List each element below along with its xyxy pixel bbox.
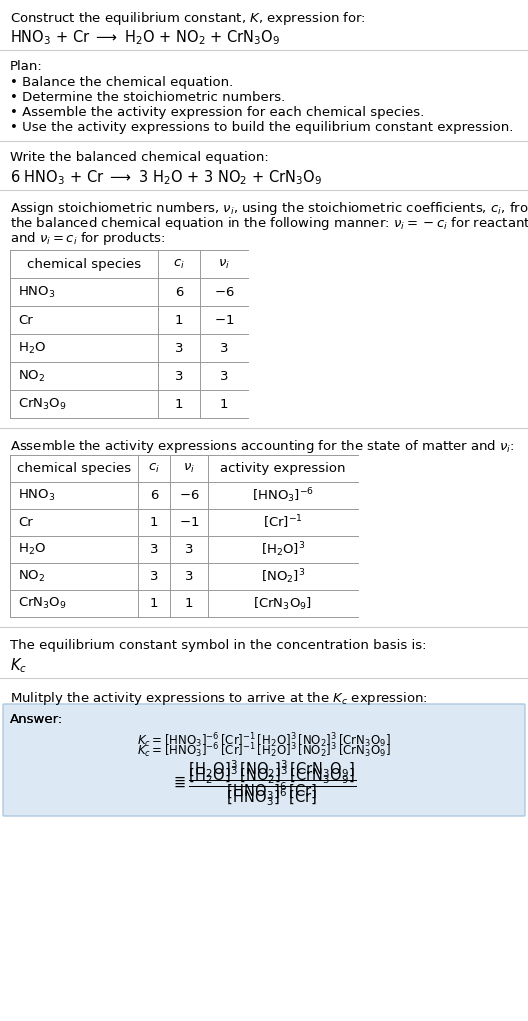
Text: $[\mathrm{H_2O}]^3$: $[\mathrm{H_2O}]^3$ xyxy=(261,540,305,558)
Text: $c_i$: $c_i$ xyxy=(173,257,185,271)
Text: • Balance the chemical equation.: • Balance the chemical equation. xyxy=(10,76,233,89)
Text: CrN$_3$O$_9$: CrN$_3$O$_9$ xyxy=(18,396,67,411)
Text: $c_i$: $c_i$ xyxy=(148,461,160,475)
Text: Cr: Cr xyxy=(18,516,33,529)
Text: H$_2$O: H$_2$O xyxy=(18,542,46,557)
Text: NO$_2$: NO$_2$ xyxy=(18,569,45,584)
Text: Plan:: Plan: xyxy=(10,60,43,72)
Text: HNO$_3$: HNO$_3$ xyxy=(18,488,55,503)
Text: and $\nu_i = c_i$ for products:: and $\nu_i = c_i$ for products: xyxy=(10,230,166,247)
Text: CrN$_3$O$_9$: CrN$_3$O$_9$ xyxy=(18,596,67,611)
Text: $= \dfrac{[\mathrm{H_2O}]^3\,[\mathrm{NO_2}]^3\,[\mathrm{CrN_3O_9}]}{[\mathrm{HN: $= \dfrac{[\mathrm{H_2O}]^3\,[\mathrm{NO… xyxy=(172,765,356,809)
Text: 3: 3 xyxy=(175,341,183,354)
Text: 3: 3 xyxy=(150,543,158,556)
Text: Cr: Cr xyxy=(18,313,33,327)
Text: HNO$_3$ + Cr $\longrightarrow$ H$_2$O + NO$_2$ + CrN$_3$O$_9$: HNO$_3$ + Cr $\longrightarrow$ H$_2$O + … xyxy=(10,28,280,47)
Text: $\nu_i$: $\nu_i$ xyxy=(183,461,195,475)
Text: 1: 1 xyxy=(175,397,183,410)
Text: $[\mathrm{NO_2}]^3$: $[\mathrm{NO_2}]^3$ xyxy=(261,567,305,586)
Text: chemical species: chemical species xyxy=(27,257,141,271)
Text: 3: 3 xyxy=(220,341,228,354)
Text: $[\mathrm{CrN_3O_9}]$: $[\mathrm{CrN_3O_9}]$ xyxy=(253,595,313,612)
Text: 1: 1 xyxy=(185,597,193,610)
Text: 6: 6 xyxy=(175,286,183,298)
Text: 3: 3 xyxy=(220,370,228,383)
Text: H$_2$O: H$_2$O xyxy=(18,340,46,355)
Text: 6: 6 xyxy=(150,489,158,502)
Text: 3: 3 xyxy=(175,370,183,383)
Text: activity expression: activity expression xyxy=(220,461,346,475)
Text: 1: 1 xyxy=(220,397,228,410)
Text: 3: 3 xyxy=(185,570,193,583)
Text: chemical species: chemical species xyxy=(17,461,131,475)
Text: the balanced chemical equation in the following manner: $\nu_i = -c_i$ for react: the balanced chemical equation in the fo… xyxy=(10,215,528,232)
Text: Write the balanced chemical equation:: Write the balanced chemical equation: xyxy=(10,151,269,164)
Text: 1: 1 xyxy=(150,516,158,529)
Text: $-6$: $-6$ xyxy=(214,286,234,298)
Text: Answer:: Answer: xyxy=(10,713,63,726)
Text: $[\mathrm{Cr}]^{-1}$: $[\mathrm{Cr}]^{-1}$ xyxy=(263,514,303,531)
Text: The equilibrium constant symbol in the concentration basis is:: The equilibrium constant symbol in the c… xyxy=(10,639,427,652)
FancyBboxPatch shape xyxy=(3,704,525,816)
Text: 3: 3 xyxy=(150,570,158,583)
Text: • Use the activity expressions to build the equilibrium constant expression.: • Use the activity expressions to build … xyxy=(10,121,513,134)
Text: 1: 1 xyxy=(175,313,183,327)
Text: Assign stoichiometric numbers, $\nu_i$, using the stoichiometric coefficients, $: Assign stoichiometric numbers, $\nu_i$, … xyxy=(10,200,528,217)
Text: $-6$: $-6$ xyxy=(178,489,199,502)
Text: $K_c = [\mathrm{HNO_3}]^{-6}\,[\mathrm{Cr}]^{-1}\,[\mathrm{H_2O}]^3\,[\mathrm{NO: $K_c = [\mathrm{HNO_3}]^{-6}\,[\mathrm{C… xyxy=(137,731,391,749)
Text: • Determine the stoichiometric numbers.: • Determine the stoichiometric numbers. xyxy=(10,91,285,104)
Text: • Assemble the activity expression for each chemical species.: • Assemble the activity expression for e… xyxy=(10,106,425,119)
Text: Mulitply the activity expressions to arrive at the $K_c$ expression:: Mulitply the activity expressions to arr… xyxy=(10,690,428,707)
Text: Construct the equilibrium constant, $K$, expression for:: Construct the equilibrium constant, $K$,… xyxy=(10,10,366,27)
Text: 3: 3 xyxy=(185,543,193,556)
Text: $-1$: $-1$ xyxy=(214,313,234,327)
Text: $= \dfrac{[\mathrm{H_2O}]^3\,[\mathrm{NO_2}]^3\,[\mathrm{CrN_3O_9}]}{[\mathrm{HN: $= \dfrac{[\mathrm{H_2O}]^3\,[\mathrm{NO… xyxy=(172,759,356,803)
Text: NO$_2$: NO$_2$ xyxy=(18,369,45,384)
Text: 1: 1 xyxy=(150,597,158,610)
Text: HNO$_3$: HNO$_3$ xyxy=(18,285,55,299)
Text: $K_c = [\mathrm{HNO_3}]^{-6}\,[\mathrm{Cr}]^{-1}\,[\mathrm{H_2O}]^3\,[\mathrm{NO: $K_c = [\mathrm{HNO_3}]^{-6}\,[\mathrm{C… xyxy=(137,741,391,760)
Text: $K_c$: $K_c$ xyxy=(10,657,27,675)
Text: $-1$: $-1$ xyxy=(179,516,199,529)
Text: Answer:: Answer: xyxy=(10,713,63,726)
Text: Assemble the activity expressions accounting for the state of matter and $\nu_i$: Assemble the activity expressions accoun… xyxy=(10,438,515,455)
Text: $\nu_i$: $\nu_i$ xyxy=(218,257,230,271)
Text: $[\mathrm{HNO_3}]^{-6}$: $[\mathrm{HNO_3}]^{-6}$ xyxy=(252,486,314,504)
Text: 6 HNO$_3$ + Cr $\longrightarrow$ 3 H$_2$O + 3 NO$_2$ + CrN$_3$O$_9$: 6 HNO$_3$ + Cr $\longrightarrow$ 3 H$_2$… xyxy=(10,168,322,187)
